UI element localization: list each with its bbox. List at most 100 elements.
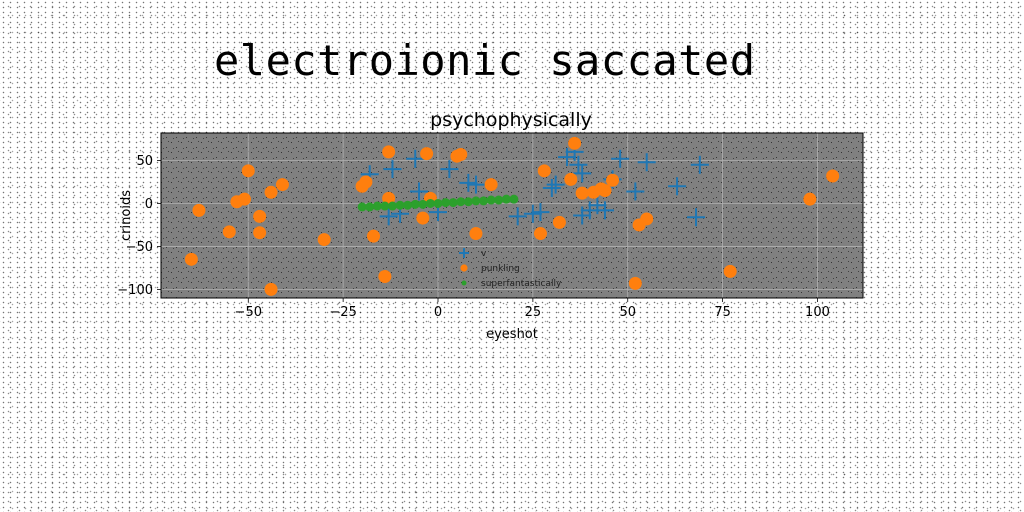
data-point xyxy=(406,149,425,168)
data-point xyxy=(264,282,278,296)
series-v xyxy=(360,142,709,227)
data-point xyxy=(575,186,589,200)
data-point xyxy=(410,199,420,209)
data-point xyxy=(533,227,547,241)
data-point xyxy=(440,160,459,179)
data-point xyxy=(357,202,367,212)
data-point xyxy=(640,212,654,226)
data-point xyxy=(395,200,405,210)
data-point xyxy=(628,276,642,290)
y-tick-label: 0 xyxy=(145,197,153,212)
data-point xyxy=(509,194,519,204)
x-axis-label: eyeshot xyxy=(486,327,538,342)
data-point xyxy=(668,177,687,196)
data-point xyxy=(317,233,331,247)
data-point xyxy=(459,173,478,192)
data-point xyxy=(531,203,550,222)
data-point xyxy=(454,147,468,161)
data-point xyxy=(359,175,373,189)
data-point xyxy=(379,207,398,226)
data-point xyxy=(237,192,251,206)
data-point xyxy=(537,164,551,178)
data-point xyxy=(382,145,396,159)
legend-label: punkling xyxy=(481,264,520,274)
data-point xyxy=(569,155,588,174)
data-point xyxy=(416,211,430,225)
legend-marker xyxy=(461,280,467,286)
data-point xyxy=(552,215,566,229)
data-point xyxy=(542,179,561,197)
y-tick-label: 50 xyxy=(136,154,153,169)
data-point xyxy=(241,164,255,178)
data-point xyxy=(611,149,630,168)
data-point xyxy=(380,201,390,211)
data-point xyxy=(418,199,428,209)
y-axis-label: crinoids xyxy=(119,190,134,241)
data-point xyxy=(275,178,289,192)
data-point xyxy=(469,227,483,241)
data-point xyxy=(184,252,198,266)
data-point xyxy=(448,198,458,208)
legend: v punkling superfantastically xyxy=(459,248,562,289)
data-point xyxy=(387,201,397,211)
data-point xyxy=(690,155,709,174)
data-point xyxy=(723,264,737,278)
x-tick-label: 25 xyxy=(525,305,542,320)
legend-label: v xyxy=(481,249,487,259)
data-point xyxy=(382,191,396,205)
legend-label: superfantastically xyxy=(481,279,562,289)
legend-marker xyxy=(460,264,468,272)
data-point xyxy=(420,147,434,161)
data-point xyxy=(606,173,620,187)
data-point xyxy=(192,203,206,217)
data-point xyxy=(826,169,840,183)
data-point xyxy=(564,172,578,186)
data-point xyxy=(403,200,413,210)
data-point xyxy=(595,201,614,220)
data-point xyxy=(501,194,511,204)
data-point xyxy=(573,164,592,183)
data-point xyxy=(433,198,443,208)
data-point xyxy=(222,225,236,239)
legend-item: superfantastically xyxy=(461,279,562,289)
data-point xyxy=(803,192,817,206)
y-tick-label: −50 xyxy=(126,240,153,255)
data-point xyxy=(366,229,380,243)
data-point xyxy=(365,202,375,212)
legend-item: punkling xyxy=(460,264,520,274)
data-point xyxy=(484,178,498,192)
x-tick-label: −50 xyxy=(235,305,262,320)
data-point xyxy=(253,226,267,240)
data-point xyxy=(456,197,466,207)
x-tick-label: 75 xyxy=(714,305,731,320)
series-punkling xyxy=(184,136,840,296)
data-point xyxy=(372,201,382,211)
series-superfantastically xyxy=(357,194,519,212)
data-point xyxy=(494,195,504,205)
data-point xyxy=(253,209,267,223)
x-tick-label: −25 xyxy=(329,305,356,320)
x-tick-label: 0 xyxy=(434,305,442,320)
x-tick-label: 50 xyxy=(619,305,636,320)
data-point xyxy=(523,204,542,223)
data-point xyxy=(687,208,706,227)
figure-suptitle: electroionic saccated xyxy=(214,36,756,85)
data-point xyxy=(410,182,429,201)
data-point xyxy=(568,136,582,150)
data-point xyxy=(466,175,485,194)
data-point xyxy=(378,270,392,284)
data-point xyxy=(264,185,278,199)
data-point xyxy=(546,175,565,194)
plot-frame xyxy=(160,132,864,299)
legend-item: v xyxy=(459,248,487,259)
data-marks xyxy=(184,136,840,296)
data-point xyxy=(479,196,489,206)
data-point xyxy=(637,153,656,172)
data-point xyxy=(508,207,527,226)
data-point xyxy=(471,196,481,206)
chart-title: psychophysically xyxy=(430,109,592,131)
data-point xyxy=(441,198,451,208)
x-tick-label: 100 xyxy=(805,305,830,320)
data-point xyxy=(598,184,612,198)
